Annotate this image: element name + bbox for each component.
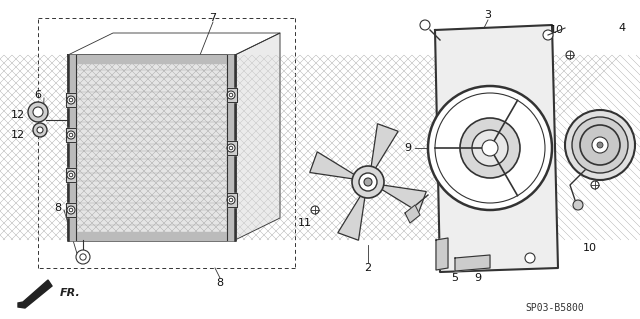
Circle shape — [565, 110, 635, 180]
Text: 9: 9 — [474, 273, 481, 283]
Polygon shape — [371, 124, 398, 169]
Polygon shape — [68, 232, 235, 240]
Circle shape — [69, 133, 73, 137]
Circle shape — [591, 181, 599, 189]
Circle shape — [28, 102, 48, 122]
Circle shape — [359, 173, 377, 191]
Polygon shape — [436, 238, 448, 270]
Circle shape — [67, 131, 75, 139]
Polygon shape — [227, 141, 237, 155]
Circle shape — [352, 166, 384, 198]
Polygon shape — [235, 33, 280, 240]
Text: 6: 6 — [35, 90, 42, 100]
Circle shape — [33, 123, 47, 137]
Polygon shape — [338, 195, 365, 240]
Circle shape — [69, 98, 73, 102]
Text: 8: 8 — [216, 278, 223, 288]
Text: 4: 4 — [618, 23, 625, 33]
Circle shape — [472, 130, 508, 166]
Text: 11: 11 — [298, 218, 312, 228]
Circle shape — [37, 127, 43, 133]
Circle shape — [420, 20, 430, 30]
Text: 12: 12 — [11, 110, 25, 120]
Circle shape — [69, 173, 73, 177]
Circle shape — [597, 142, 603, 148]
Circle shape — [525, 253, 535, 263]
Text: 3: 3 — [484, 10, 492, 20]
Text: 7: 7 — [209, 13, 216, 23]
Polygon shape — [66, 168, 76, 182]
Circle shape — [67, 96, 75, 104]
Polygon shape — [227, 55, 235, 240]
Circle shape — [482, 140, 498, 156]
Polygon shape — [227, 88, 237, 102]
Text: 1: 1 — [607, 150, 614, 160]
Text: 10: 10 — [550, 25, 564, 35]
Circle shape — [566, 51, 574, 59]
Circle shape — [67, 171, 75, 179]
Circle shape — [229, 198, 233, 202]
Circle shape — [572, 117, 628, 173]
Polygon shape — [68, 55, 235, 63]
Text: SP03-B5800: SP03-B5800 — [525, 303, 584, 313]
Circle shape — [573, 200, 583, 210]
Circle shape — [580, 125, 620, 165]
Circle shape — [428, 86, 552, 210]
Polygon shape — [68, 55, 76, 240]
Text: 2: 2 — [364, 263, 372, 273]
Text: 12: 12 — [11, 130, 25, 140]
Circle shape — [227, 144, 235, 152]
Circle shape — [80, 254, 86, 260]
Circle shape — [311, 206, 319, 214]
Circle shape — [67, 206, 75, 214]
Polygon shape — [405, 205, 420, 223]
Polygon shape — [310, 152, 356, 179]
Circle shape — [227, 196, 235, 204]
Bar — [68, 55, 235, 240]
Polygon shape — [380, 185, 426, 212]
Circle shape — [69, 208, 73, 212]
Text: 5: 5 — [451, 273, 458, 283]
Circle shape — [33, 107, 43, 117]
Polygon shape — [455, 255, 490, 271]
Polygon shape — [66, 203, 76, 217]
Polygon shape — [66, 128, 76, 142]
Polygon shape — [227, 193, 237, 207]
Text: FR.: FR. — [60, 288, 81, 298]
Polygon shape — [435, 25, 558, 272]
Circle shape — [229, 146, 233, 150]
Bar — [68, 55, 235, 240]
Circle shape — [227, 91, 235, 99]
Text: 8: 8 — [54, 203, 61, 213]
Polygon shape — [18, 280, 52, 308]
Polygon shape — [66, 93, 76, 107]
Circle shape — [543, 30, 553, 40]
Circle shape — [229, 93, 233, 97]
Circle shape — [76, 250, 90, 264]
Text: 10: 10 — [583, 243, 597, 253]
Circle shape — [592, 137, 608, 153]
Circle shape — [460, 118, 520, 178]
Text: 9: 9 — [404, 143, 412, 153]
Circle shape — [364, 178, 372, 186]
